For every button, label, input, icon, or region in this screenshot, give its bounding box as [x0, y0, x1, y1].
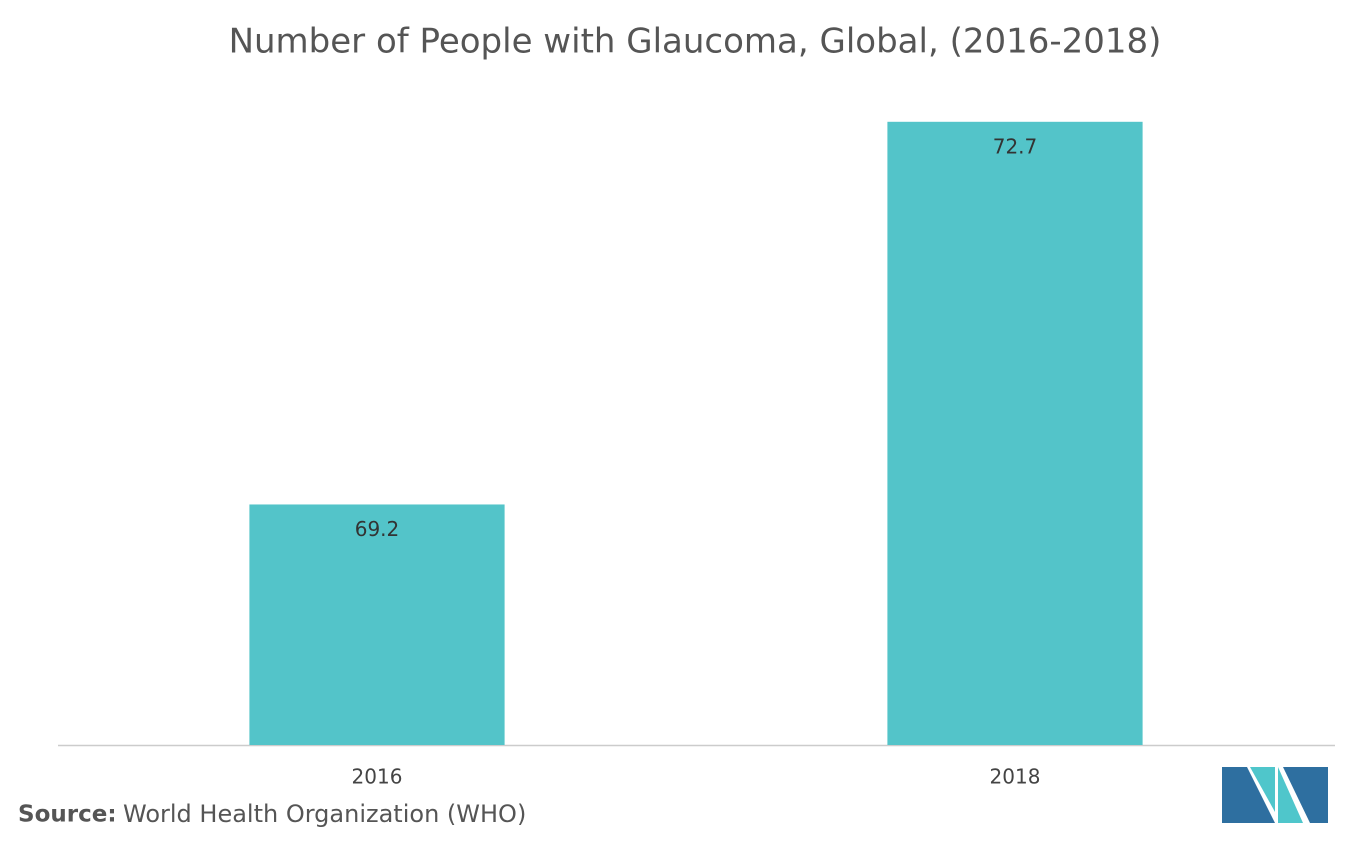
- value-label: 72.7: [993, 134, 1038, 158]
- source-text: World Health Organization (WHO): [123, 800, 526, 828]
- logo: [1222, 767, 1328, 823]
- x-tick-label: 2018: [990, 765, 1041, 789]
- logo-shape: [1250, 767, 1275, 812]
- chart-title: Number of People with Glaucoma, Global, …: [229, 22, 1162, 62]
- x-tick-label: 2016: [352, 765, 403, 789]
- logo-shape: [1222, 767, 1275, 823]
- value-label: 69.2: [355, 517, 400, 541]
- bar: [887, 121, 1143, 746]
- source-label: Source:: [18, 802, 117, 828]
- logo-shape: [1278, 767, 1303, 823]
- bar: [249, 504, 505, 745]
- logo-shape: [1283, 767, 1328, 823]
